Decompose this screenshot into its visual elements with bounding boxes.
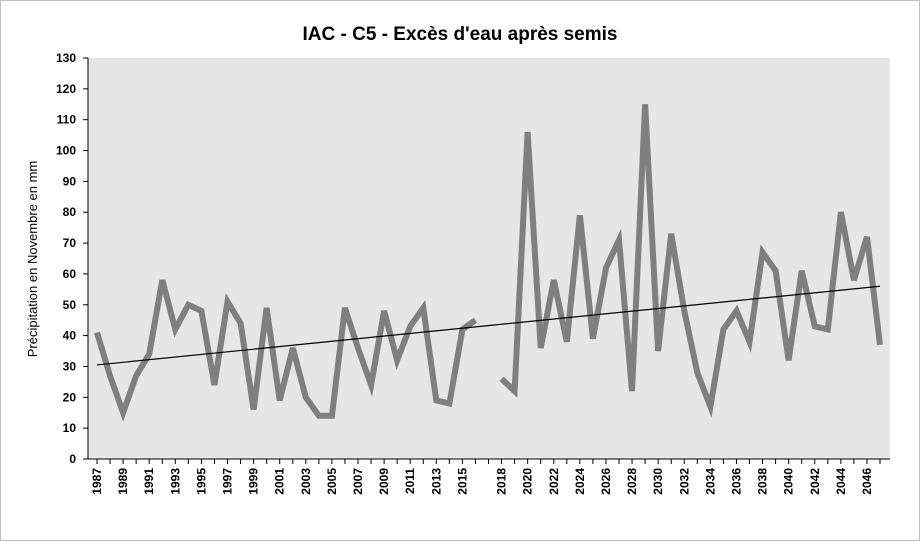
y-tick-label: 20	[63, 390, 77, 404]
y-tick-label: 100	[56, 144, 76, 158]
y-tick-label: 80	[63, 205, 77, 219]
x-tick-label: 2028	[625, 468, 639, 495]
trend-line	[96, 285, 881, 366]
y-tick-label: 60	[63, 267, 77, 281]
x-tick-label: 2038	[756, 468, 770, 495]
x-tick-label: 2015	[455, 468, 469, 495]
y-tick-label: 0	[69, 452, 76, 466]
series-line	[499, 104, 883, 418]
x-tick-label: 1999	[247, 468, 261, 495]
y-tick-label: 30	[63, 359, 77, 373]
x-tick-label: 2042	[808, 468, 822, 495]
y-tick-label: 130	[56, 51, 76, 65]
x-tick-label: 2036	[729, 468, 743, 495]
x-tick-label: 2044	[834, 468, 848, 495]
x-tick-label: 2034	[703, 468, 717, 495]
x-tick-label: 2013	[429, 468, 443, 495]
x-tick-label: 2032	[677, 468, 691, 495]
x-tick-label: 1991	[142, 468, 156, 495]
plot-area	[88, 58, 890, 459]
x-tick-label: 2009	[377, 468, 391, 495]
x-axis: 1987 1989 1991 1993 1995 1997 1999 2001 2003 2005…	[88, 458, 890, 495]
y-tick-label: 110	[57, 113, 77, 127]
series-layer	[94, 104, 883, 422]
x-tick-label: 2024	[573, 468, 587, 495]
trend-layer	[96, 285, 881, 366]
y-tick-label: 50	[63, 298, 77, 312]
y-axis-label: Précipitation en Novembre en mm	[25, 161, 40, 358]
x-tick-label: 1987	[90, 468, 104, 495]
x-tick-label: 2026	[599, 468, 613, 495]
x-tick-label: 2003	[299, 468, 313, 495]
y-tick-label: 40	[63, 329, 77, 343]
x-tick-label: 2020	[521, 468, 535, 495]
y-tick-label: 90	[63, 174, 77, 188]
y-tick-label: 120	[56, 82, 76, 96]
y-tick-label: 10	[63, 421, 77, 435]
y-axis: 0 10 20 30 40 50 60 70 80 90 100 110 120 130	[56, 51, 89, 466]
x-tick-label: 2011	[403, 468, 417, 494]
x-tick-label: 2030	[651, 468, 665, 495]
x-tick-label: 2007	[351, 468, 365, 495]
x-tick-label: 1993	[168, 468, 182, 495]
x-tick-label: 1997	[221, 468, 235, 495]
x-tick-label: 1989	[116, 468, 130, 495]
x-tick-label: 2018	[495, 468, 509, 495]
x-tick-label: 1995	[194, 468, 208, 495]
chart-title: IAC - C5 - Excès d'eau après semis	[303, 24, 618, 45]
x-tick-label: 2046	[860, 468, 874, 495]
x-tick-label: 2022	[547, 468, 561, 495]
x-tick-label: 2005	[325, 468, 339, 495]
y-tick-label: 70	[63, 236, 77, 250]
x-tick-label: 2001	[273, 468, 287, 495]
series-line	[94, 279, 478, 422]
x-tick-label: 2040	[782, 468, 796, 495]
